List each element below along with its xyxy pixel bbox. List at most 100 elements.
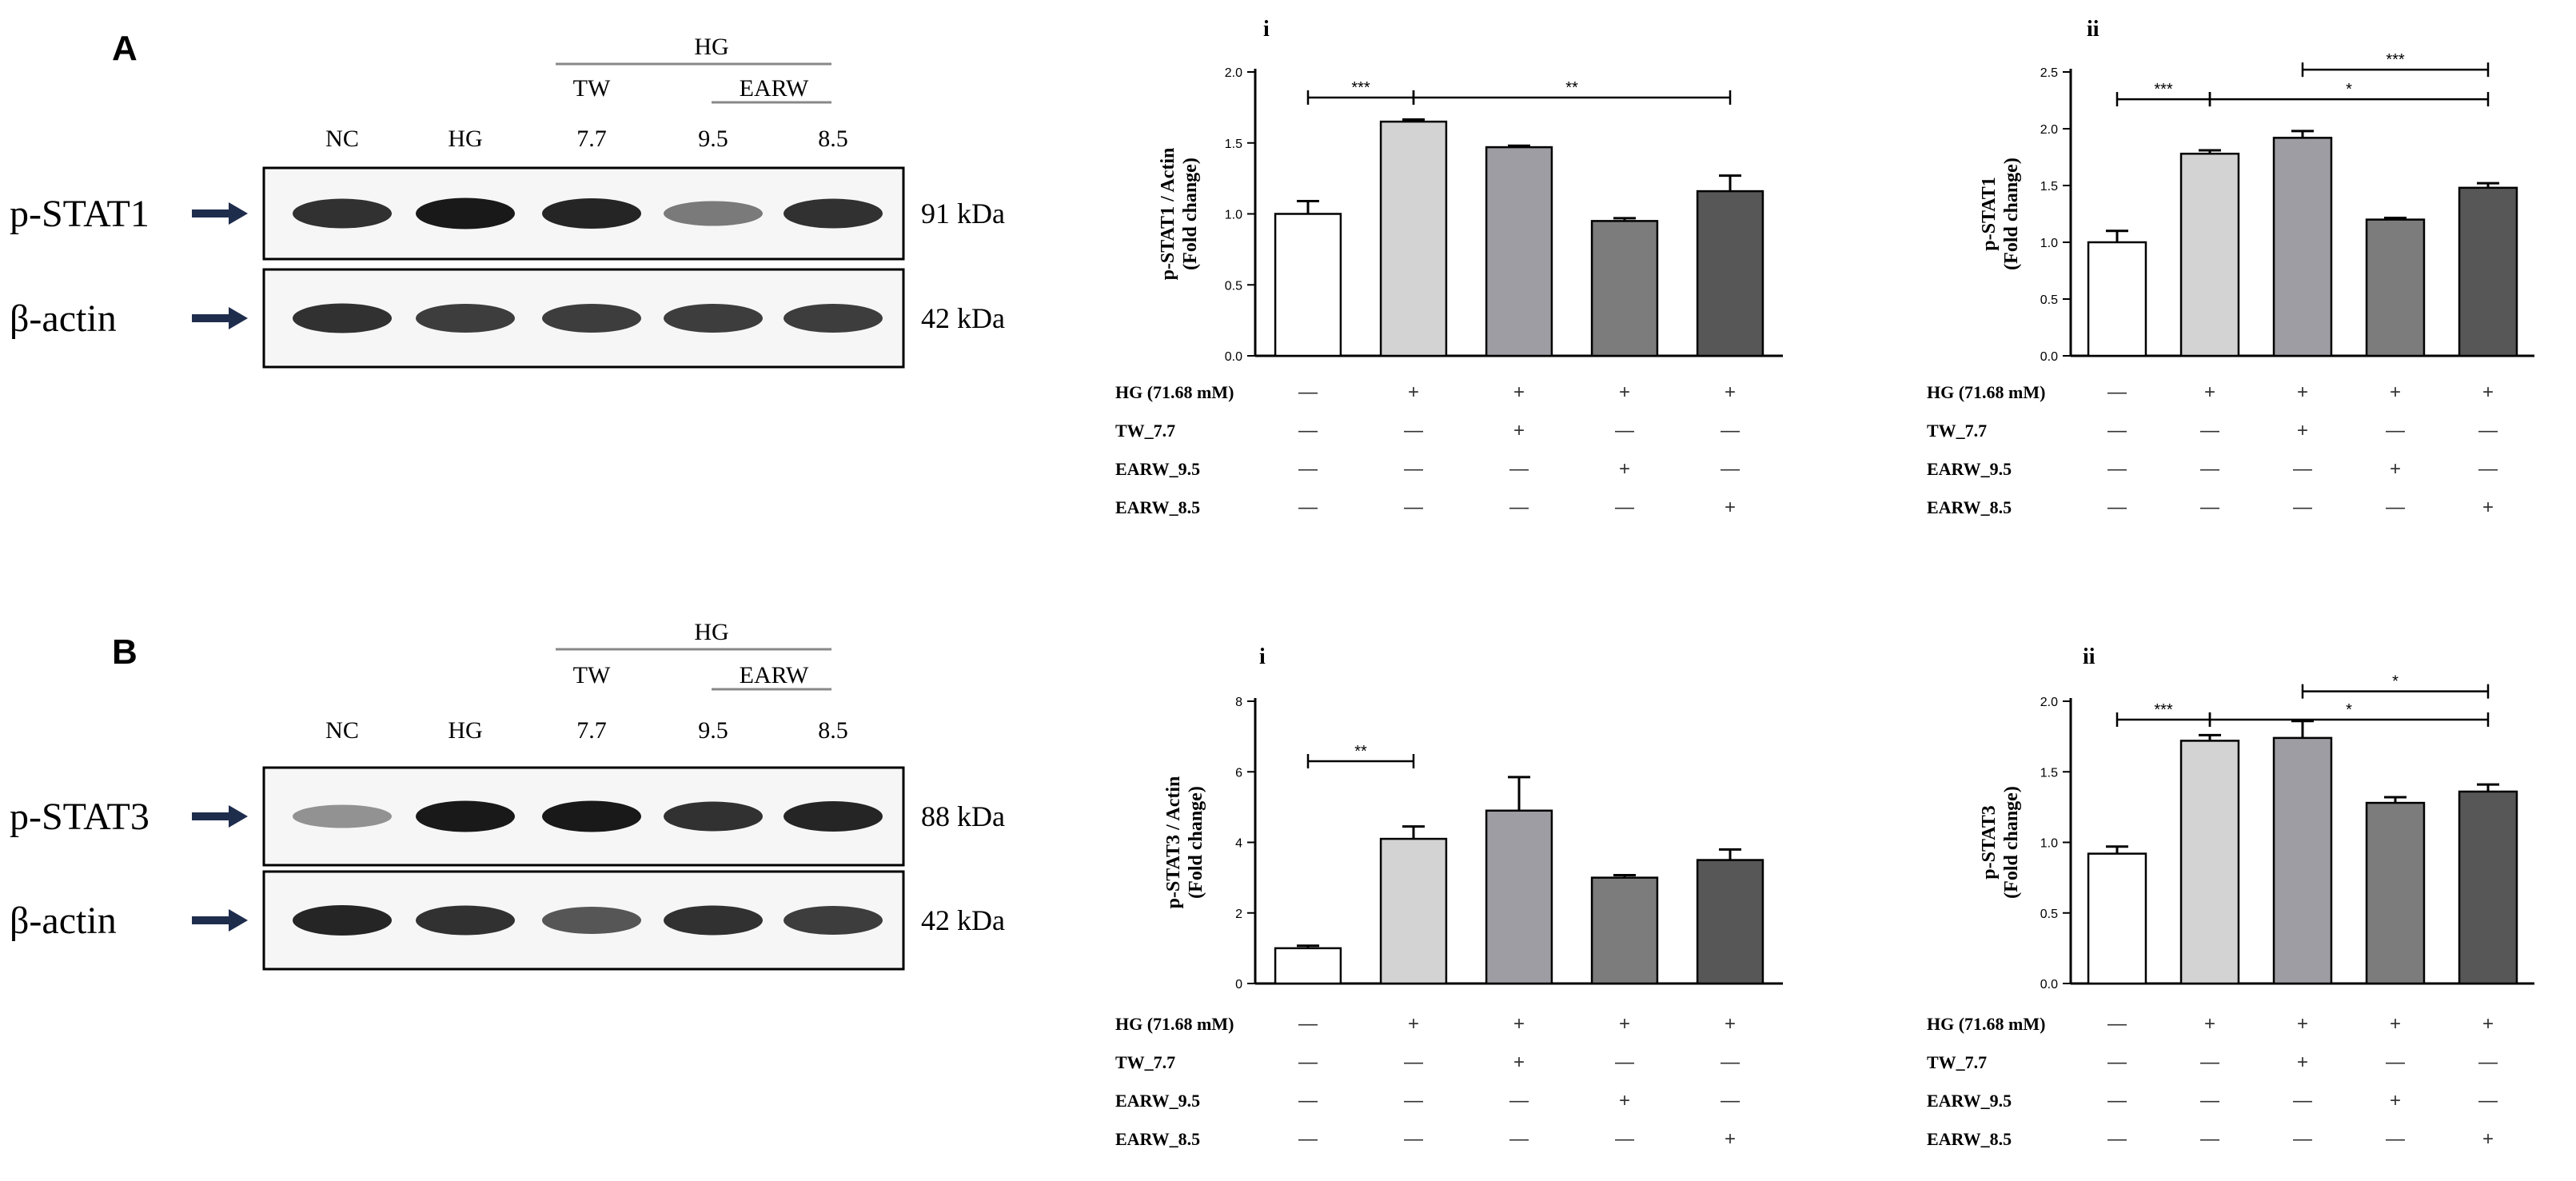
condition-mark: —	[2293, 1090, 2312, 1111]
condition-mark: —	[1404, 1051, 1423, 1073]
condition-label: EARW_8.5	[1115, 1129, 1200, 1149]
bar	[2272, 137, 2333, 357]
blot-band	[664, 801, 763, 832]
condition-mark: —	[1298, 458, 1318, 480]
condition-label: EARW_8.5	[1115, 497, 1200, 517]
condition-mark: —	[1721, 458, 1740, 480]
condition-label: EARW_9.5	[1927, 459, 2012, 479]
panel-letter: B	[112, 632, 138, 672]
blot-band	[293, 303, 392, 333]
significance-label: ***	[2154, 81, 2173, 98]
blot-band	[416, 905, 515, 936]
blot-band	[664, 304, 763, 333]
lane-label: 8.5	[818, 126, 848, 152]
significance-label: ***	[2154, 701, 2173, 719]
blot-band	[542, 800, 641, 832]
condition-mark: +	[1725, 1013, 1736, 1035]
bar	[1485, 809, 1553, 985]
condition-mark: —	[1615, 1128, 1634, 1150]
bar-chart-1: i 0.0 0.5 1.0 1.5 2.0 p-STAT1 / Actin (Fold cha…	[1115, 17, 1783, 518]
condition-mark: —	[2478, 420, 2498, 441]
condition-mark: —	[1404, 497, 1423, 518]
blot-row-label: β-actin	[10, 297, 117, 340]
bar	[2458, 790, 2518, 985]
blot-subgroup-earw: EARW	[740, 662, 809, 688]
blot-row-label: p-STAT1	[10, 193, 150, 235]
condition-label: EARW_9.5	[1115, 459, 1200, 479]
condition-mark: +	[2204, 1013, 2215, 1035]
blot-panel-a: A HG TW EARW NC HG 7.7 9.5 8.5 p-STAT1 91 kDa β-act…	[10, 29, 1005, 369]
condition-mark: —	[1615, 1051, 1634, 1073]
condition-label: HG (71.68 mM)	[1927, 1014, 2045, 1034]
lane-label: 9.5	[698, 126, 728, 152]
condition-label: TW_7.7	[1927, 1052, 1987, 1072]
blot-band	[542, 198, 641, 229]
condition-mark: +	[2297, 1013, 2308, 1035]
bar	[2272, 736, 2333, 985]
condition-mark: +	[1619, 381, 1630, 403]
y-tick-label: 0.0	[2040, 350, 2058, 364]
bar	[1274, 947, 1342, 985]
condition-mark: —	[2200, 1090, 2219, 1111]
condition-mark: +	[2482, 381, 2494, 403]
molecular-weight-label: 88 kDa	[921, 800, 1005, 832]
lane-label: 9.5	[698, 717, 728, 744]
bar	[1696, 859, 1765, 985]
condition-mark: —	[2293, 497, 2312, 518]
molecular-weight-label: 42 kDa	[921, 302, 1005, 334]
condition-mark: +	[1619, 458, 1630, 480]
condition-mark: —	[2200, 497, 2219, 518]
y-axis-label: p-STAT3 (Fold change)	[1979, 786, 2022, 899]
significance-label: **	[1565, 79, 1578, 97]
blot-panel-b: B HG TW EARW NC HG 7.7 9.5 8.5 p-STAT3 88 kDa β-act…	[10, 619, 1005, 971]
condition-mark: —	[2478, 458, 2498, 480]
condition-mark: +	[2297, 381, 2308, 403]
arrow-icon-head	[229, 909, 248, 932]
bar-chart-4: ii0.00.51.01.52.0p-STAT3 (Fold change)***…	[1927, 644, 2534, 1150]
condition-mark: +	[2390, 1090, 2401, 1111]
arrow-icon-head	[229, 307, 248, 329]
y-axis-label-line2: (Fold change)	[1180, 158, 1201, 270]
lane-label: HG	[448, 717, 482, 744]
blot-subgroup-tw: TW	[573, 75, 611, 102]
condition-mark: —	[2200, 420, 2219, 441]
y-tick-label: 1.5	[2040, 766, 2058, 780]
condition-mark: +	[1725, 1128, 1736, 1150]
condition-label: TW_7.7	[1115, 1052, 1175, 1072]
condition-mark: —	[1615, 420, 1634, 441]
condition-mark: —	[2107, 1128, 2127, 1150]
condition-label: HG (71.68 mM)	[1115, 1014, 1234, 1034]
condition-mark: +	[1513, 381, 1525, 403]
condition-label: EARW_9.5	[1927, 1091, 2012, 1111]
arrow-icon	[192, 916, 232, 924]
blot-band	[784, 906, 883, 935]
condition-mark: —	[1298, 497, 1318, 518]
blot-band	[416, 197, 515, 229]
condition-mark: —	[1721, 1051, 1740, 1073]
bar	[1696, 190, 1765, 357]
blot-row: p-STAT1 91 kDa	[10, 166, 1005, 261]
condition-mark: +	[2482, 1013, 2494, 1035]
y-tick-label: 4	[1235, 837, 1242, 851]
condition-mark: +	[2204, 381, 2215, 403]
significance-label: *	[2392, 673, 2399, 691]
lane-label: NC	[325, 717, 359, 744]
bar	[2179, 152, 2240, 357]
blot-group-label: HG	[694, 34, 728, 60]
condition-mark: —	[1404, 1090, 1423, 1111]
blot-band	[664, 201, 763, 226]
y-tick-label: 1.5	[2040, 180, 2058, 194]
y-axis-label-line2: (Fold change)	[2001, 786, 2022, 899]
chart-title: i	[1263, 17, 1270, 42]
arrow-icon-head	[229, 805, 248, 828]
lane-label: 7.7	[576, 717, 607, 744]
blot-group-label: HG	[694, 619, 728, 645]
y-tick-label: 0.5	[2040, 908, 2058, 921]
molecular-weight-label: 42 kDa	[921, 904, 1005, 936]
condition-mark: —	[2107, 1090, 2127, 1111]
blot-band	[542, 907, 641, 934]
bar	[1485, 146, 1553, 357]
y-tick-label: 0.5	[2040, 293, 2058, 307]
bar	[1274, 213, 1342, 357]
